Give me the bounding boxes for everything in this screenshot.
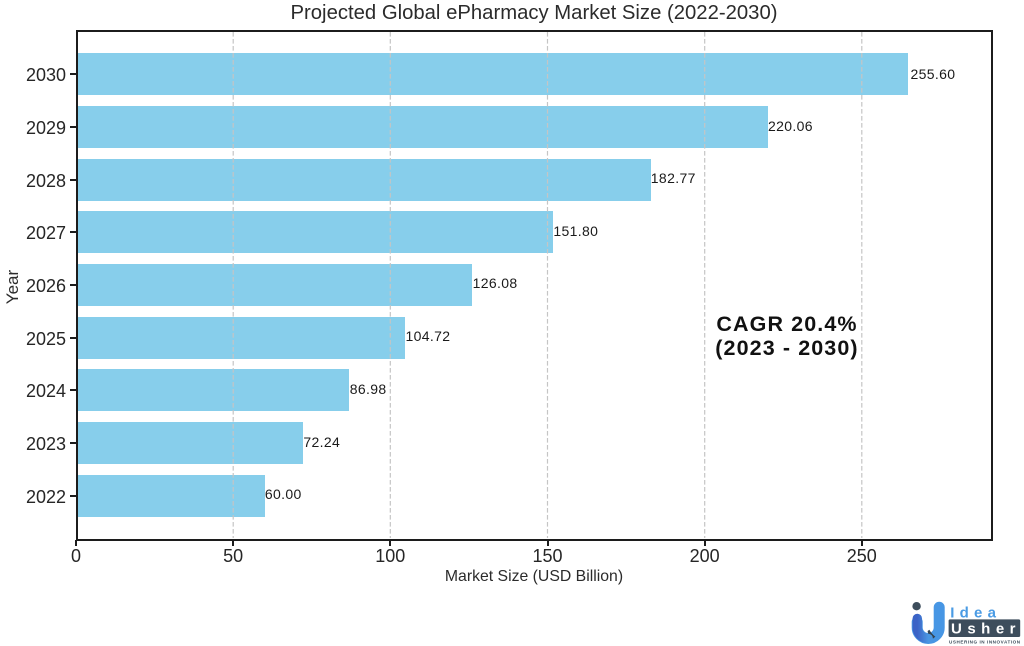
svg-text:Usher: Usher <box>951 621 1021 638</box>
svg-text:USHERING IN INNOVATION: USHERING IN INNOVATION <box>949 639 1021 644</box>
svg-text:Idea: Idea <box>950 604 1001 621</box>
